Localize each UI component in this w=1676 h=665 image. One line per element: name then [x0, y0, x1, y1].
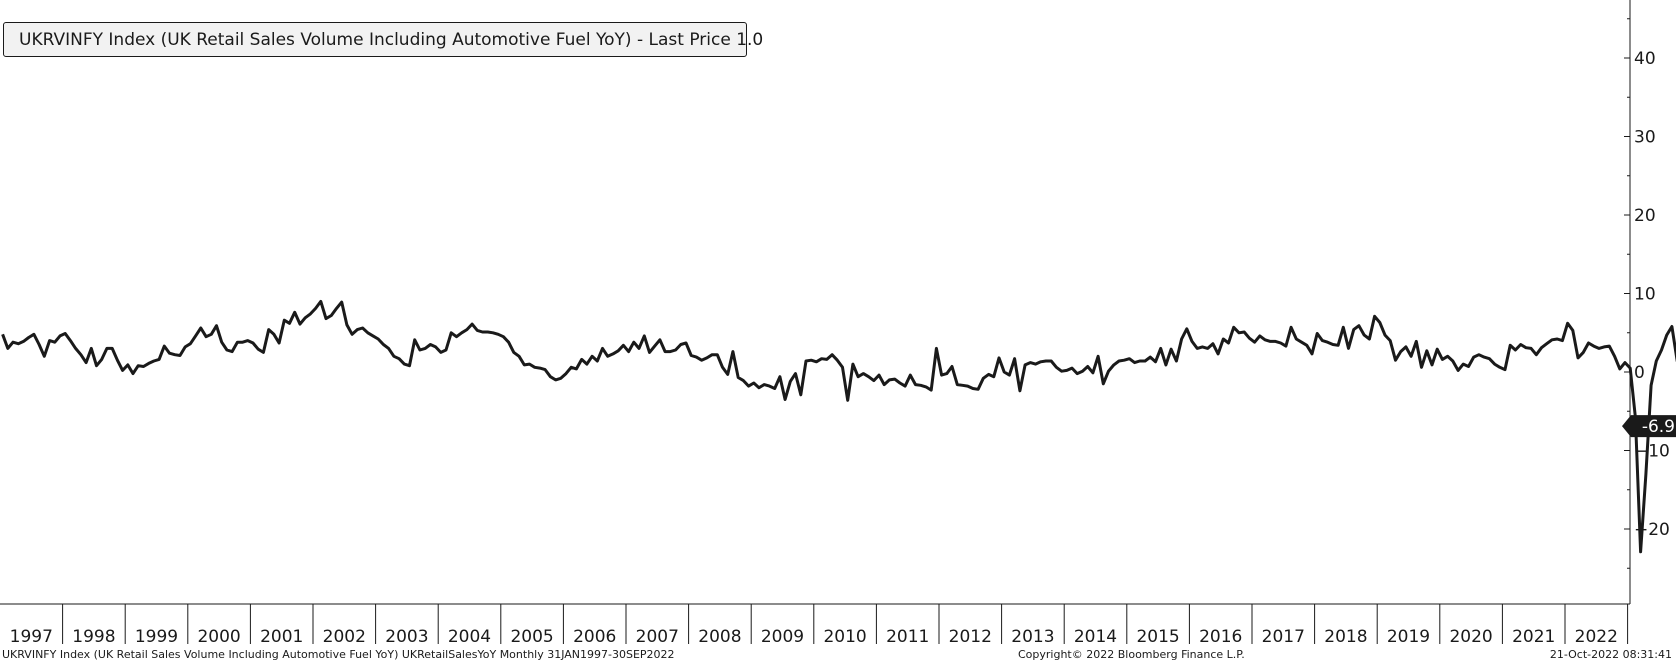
x-tick-label: 2006	[573, 627, 616, 647]
x-tick-label: 2004	[448, 627, 491, 647]
x-tick-label: 1999	[135, 627, 178, 647]
x-tick-label: 2007	[636, 627, 679, 647]
last-value-label: -6.9	[1642, 417, 1675, 437]
x-tick-label: 2003	[385, 627, 428, 647]
x-tick-label: 2014	[1074, 627, 1117, 647]
x-tick-label: 2022	[1575, 627, 1618, 647]
y-tick-label: 20	[1634, 206, 1656, 226]
x-tick-label: 2002	[323, 627, 366, 647]
x-tick-label: 2005	[510, 627, 553, 647]
x-axis-ticks: 1997 1998 1999 2000 2001 2002 2003 2004 2005 2006…	[10, 604, 1629, 647]
x-tick-label: 2020	[1449, 627, 1492, 647]
y-tick-label: −10	[1634, 442, 1670, 462]
y-tick-label: 40	[1634, 49, 1656, 69]
legend-text: UKRVINFY Index (UK Retail Sales Volume I…	[19, 29, 764, 50]
y-tick-label: 30	[1634, 128, 1656, 148]
footer-timestamp: 21-Oct-2022 08:31:41	[1549, 648, 1672, 661]
x-tick-label: 2012	[949, 627, 992, 647]
series-line	[1, 299, 1676, 554]
x-tick-label: 2017	[1262, 627, 1305, 647]
x-tick-label: 2013	[1011, 627, 1054, 647]
x-tick-label: 2010	[823, 627, 866, 647]
last-value-tag: -6.9	[1622, 415, 1676, 438]
legend-box: UKRVINFY Index (UK Retail Sales Volume I…	[3, 22, 763, 57]
x-tick-label: 2021	[1512, 627, 1555, 647]
x-tick-label: 1998	[72, 627, 115, 647]
x-tick-label: 2011	[886, 627, 929, 647]
y-tick-label: 0	[1634, 363, 1645, 383]
last-value-tag-background	[1622, 415, 1676, 438]
x-tick-label: 2008	[698, 627, 741, 647]
x-tick-label: 2019	[1387, 627, 1430, 647]
x-tick-label: 2016	[1199, 627, 1242, 647]
x-tick-label: 2001	[260, 627, 303, 647]
x-tick-label: 2018	[1324, 627, 1367, 647]
x-tick-label: 2015	[1136, 627, 1179, 647]
footer-series-description: UKRVINFY Index (UK Retail Sales Volume I…	[2, 648, 675, 661]
x-tick-label: 2000	[197, 627, 240, 647]
footer-copyright: Copyright© 2022 Bloomberg Finance L.P.	[1018, 648, 1245, 661]
y-tick-label: 10	[1634, 285, 1656, 305]
x-tick-label: 1997	[10, 627, 53, 647]
x-tick-label: 2009	[761, 627, 804, 647]
